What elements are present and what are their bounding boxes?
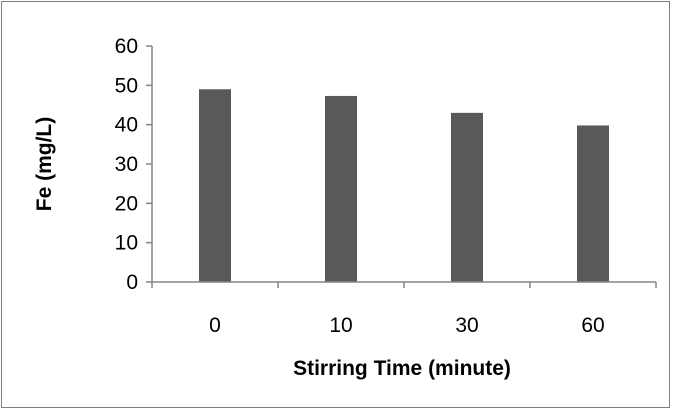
y-tick-label: 60 xyxy=(115,35,138,58)
bar-10 xyxy=(325,95,357,282)
bars xyxy=(199,89,609,283)
bar-30 xyxy=(451,112,483,282)
x-tick-label: 60 xyxy=(581,314,604,337)
y-axis-ticks: 0 10 20 30 40 50 60 xyxy=(115,35,152,294)
bar-0 xyxy=(199,89,231,283)
y-tick-label: 50 xyxy=(115,74,138,97)
y-tick-label: 20 xyxy=(115,192,138,215)
x-axis-ticks: 0 10 30 60 xyxy=(151,282,657,337)
y-tick-label: 40 xyxy=(115,114,138,137)
x-axis-title: Stirring Time (minute) xyxy=(293,357,511,380)
y-axis-title: Fe (mg/L) xyxy=(33,117,56,212)
x-tick-label: 10 xyxy=(329,314,352,337)
bar-60 xyxy=(577,125,609,282)
x-tick-label: 30 xyxy=(455,314,478,337)
y-tick-label: 10 xyxy=(115,232,138,255)
y-tick-label: 30 xyxy=(115,153,138,176)
y-tick-label: 0 xyxy=(126,271,138,294)
x-tick-label: 0 xyxy=(209,314,221,337)
